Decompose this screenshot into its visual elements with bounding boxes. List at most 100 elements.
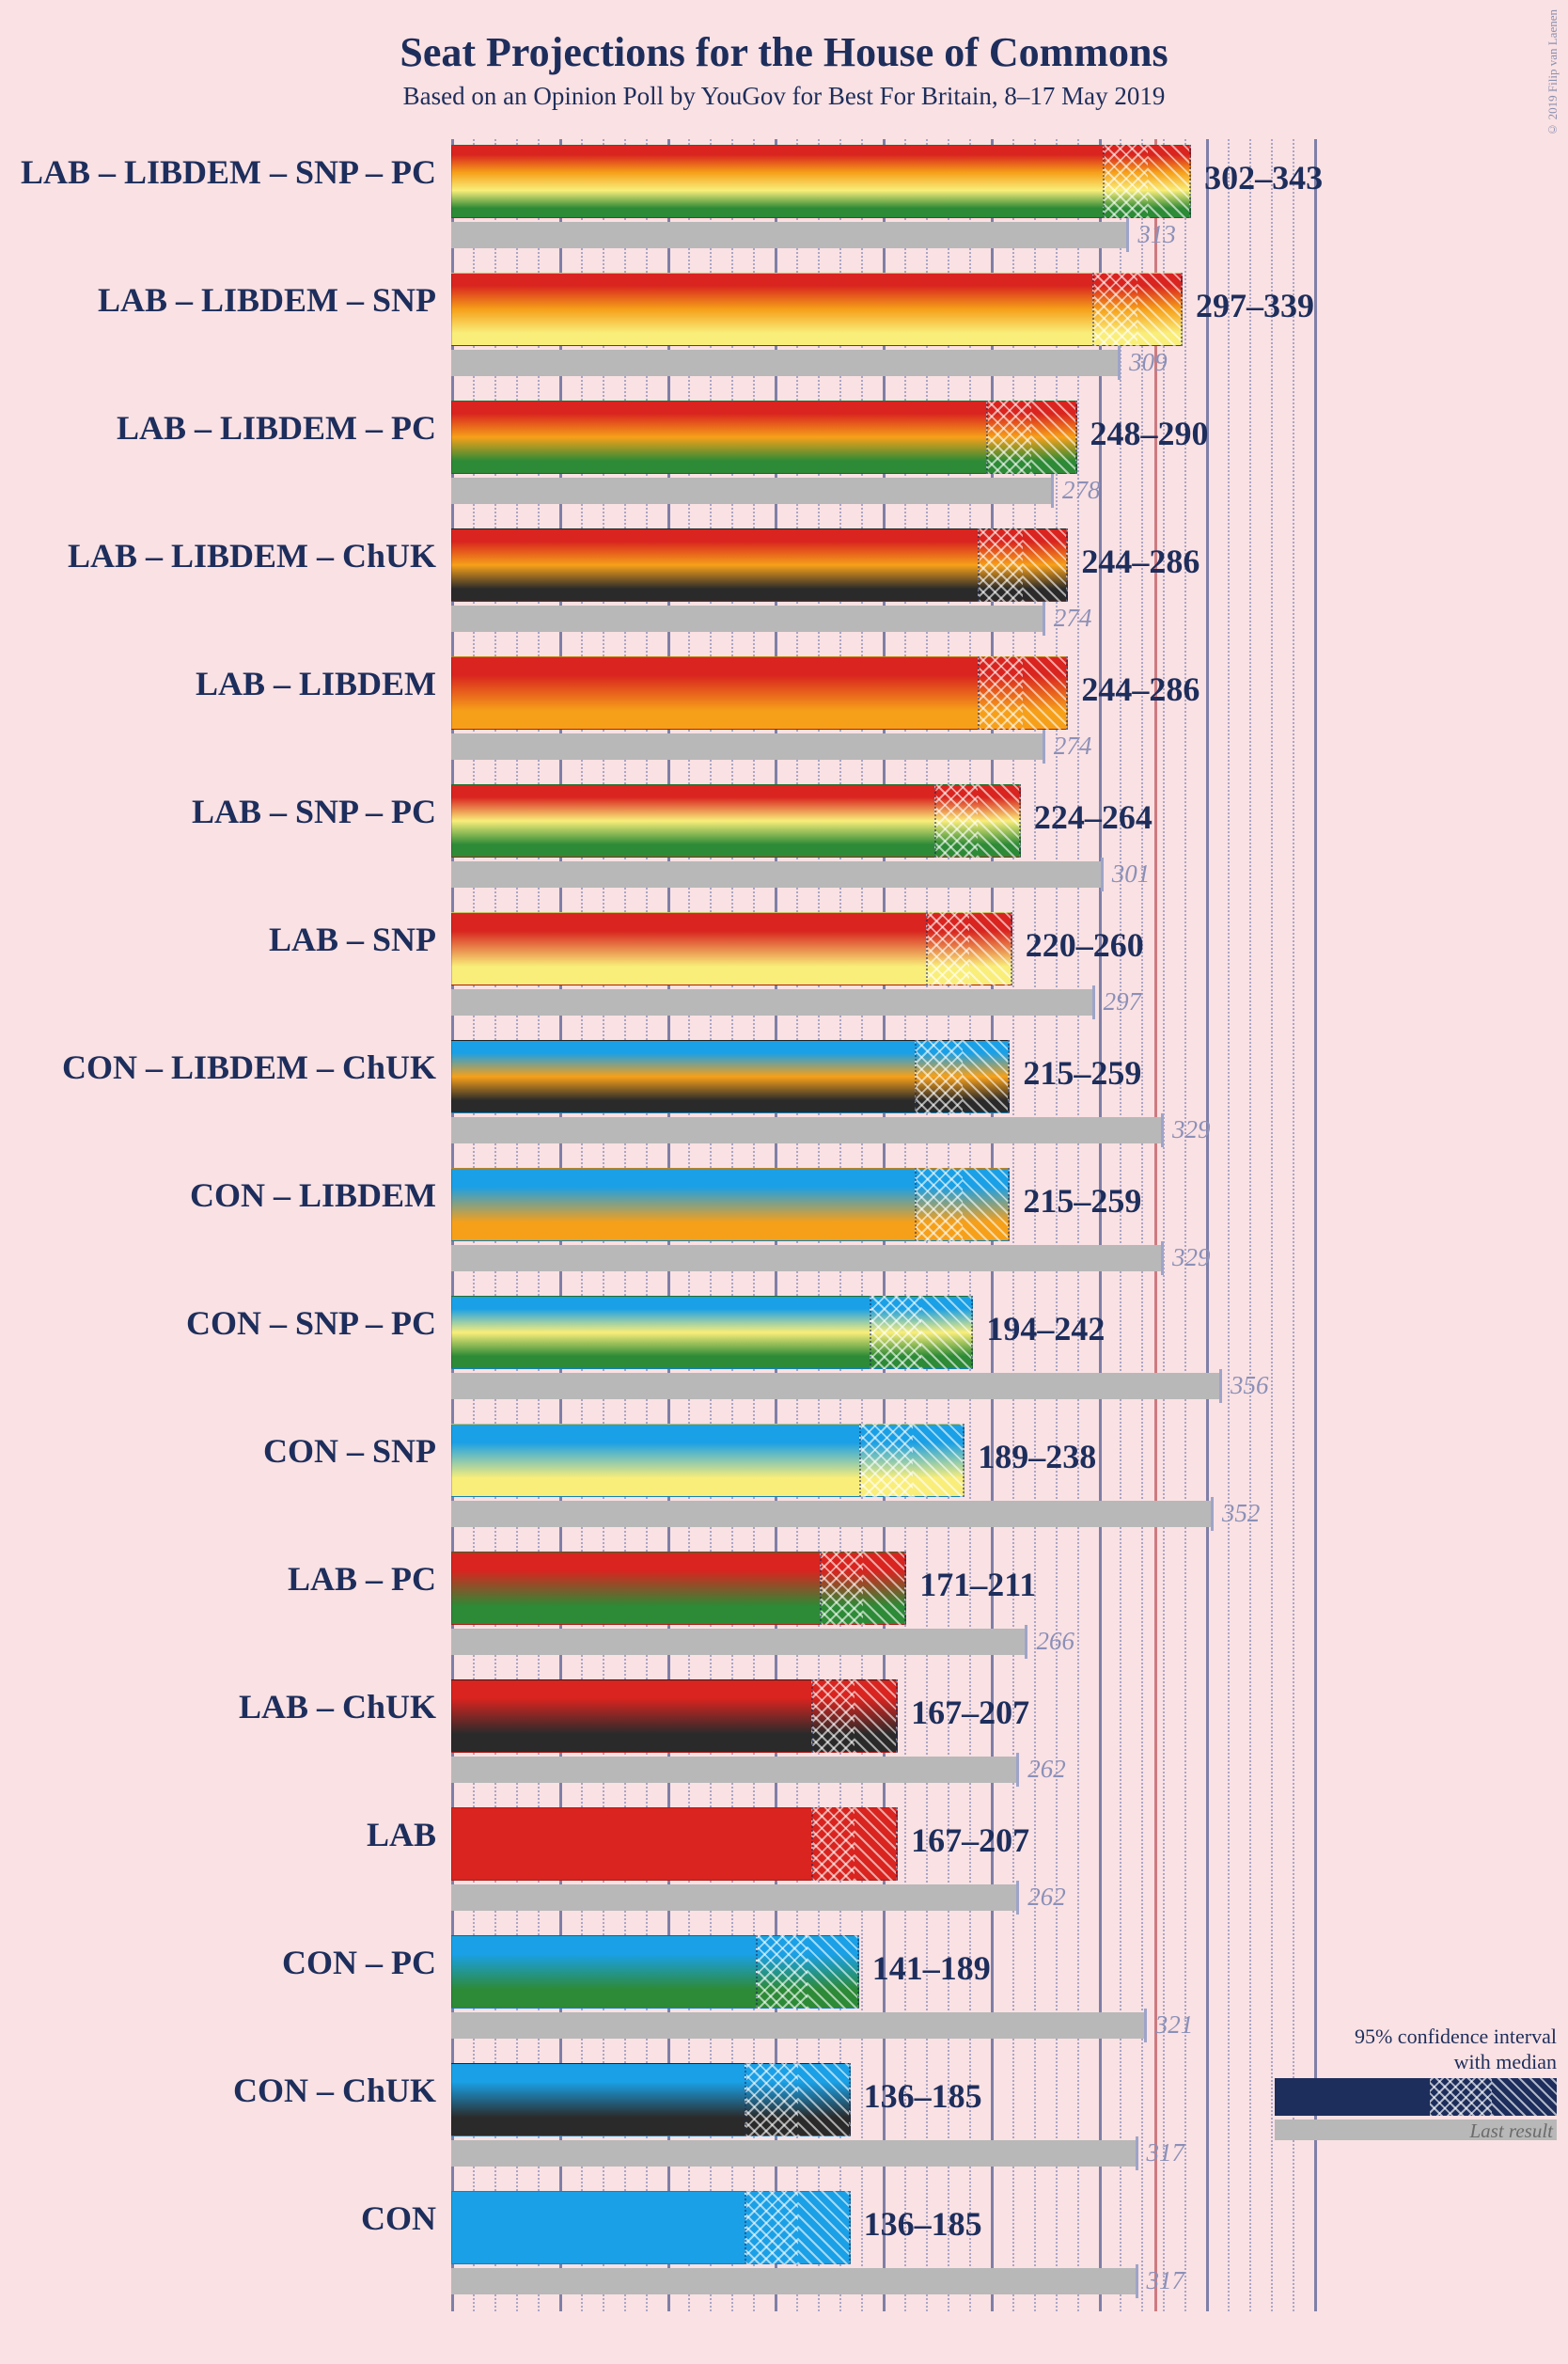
ci-crosshatch — [811, 1679, 855, 1753]
ci-diagonal — [1148, 145, 1191, 218]
range-label: 194–242 — [986, 1309, 1105, 1348]
last-result-bar — [451, 1757, 1016, 1783]
bar-row: CON136–185317 — [451, 2185, 1314, 2313]
row-label: LAB – ChUK — [239, 1687, 436, 1726]
ci-diagonal — [1137, 273, 1183, 346]
row-label: CON – LIBDEM – ChUK — [62, 1048, 436, 1087]
legend-diagonal — [1492, 2078, 1557, 2116]
ci-crosshatch — [926, 912, 969, 985]
bar-row: CON – PC141–189321 — [451, 1930, 1314, 2057]
ci-crosshatch — [986, 401, 1031, 474]
row-label: CON — [361, 2199, 436, 2238]
ci-diagonal — [1023, 656, 1068, 730]
last-result-tick — [1016, 1881, 1019, 1915]
range-label: 171–211 — [919, 1565, 1036, 1604]
last-result-tick — [1161, 1113, 1164, 1147]
ci-diagonal — [978, 784, 1021, 858]
range-label: 244–286 — [1081, 542, 1200, 581]
row-label: LAB – SNP — [269, 920, 436, 959]
last-result-label: 329 — [1172, 1243, 1211, 1272]
last-result-label: 329 — [1172, 1115, 1211, 1144]
ci-diagonal — [963, 1168, 1010, 1241]
bar-row: LAB – LIBDEM – SNP – PC302–343313 — [451, 139, 1314, 267]
last-result-tick — [1043, 730, 1045, 764]
last-result-label: 274 — [1054, 732, 1092, 761]
last-result-bar — [451, 606, 1043, 632]
last-result-tick — [1161, 1241, 1164, 1275]
last-result-label: 278 — [1062, 476, 1101, 505]
last-result-bar — [451, 2268, 1136, 2294]
bar-wrap — [451, 912, 1314, 985]
row-label: LAB – LIBDEM — [196, 664, 436, 703]
range-label: 141–189 — [872, 1948, 991, 1988]
last-result-tick — [1219, 1369, 1222, 1403]
last-result-tick — [1136, 2264, 1138, 2298]
last-result-bar — [451, 350, 1118, 376]
ci-crosshatch — [1092, 273, 1137, 346]
ci-crosshatch — [811, 1807, 855, 1881]
last-result-label: 262 — [1027, 1755, 1066, 1784]
range-label: 189–238 — [978, 1437, 1096, 1476]
row-label: CON – SNP — [263, 1431, 436, 1471]
range-label: 167–207 — [911, 1820, 1029, 1860]
last-result-tick — [1126, 218, 1129, 252]
ci-diagonal — [1031, 401, 1076, 474]
range-label: 136–185 — [864, 2204, 982, 2244]
ci-crosshatch — [870, 1296, 921, 1369]
plot-area: LAB – LIBDEM – SNP – PC302–343313LAB – L… — [451, 139, 1314, 2311]
ci-crosshatch — [820, 1552, 863, 1625]
ci-diagonal — [855, 1807, 898, 1881]
bar-wrap — [451, 1168, 1314, 1241]
bar-row: CON – LIBDEM215–259329 — [451, 1162, 1314, 1290]
legend-last: Last result — [1275, 2120, 1557, 2140]
legend-ci-text: 95% confidence interval with median — [1237, 2025, 1557, 2074]
last-result-label: 352 — [1222, 1499, 1261, 1528]
bar-wrap — [451, 273, 1314, 346]
last-result-bar — [451, 989, 1092, 1016]
row-label: CON – SNP – PC — [186, 1303, 436, 1343]
last-result-bar — [451, 1373, 1219, 1399]
row-label: LAB – PC — [288, 1559, 436, 1599]
coalition-gradient — [451, 145, 1191, 218]
last-result-tick — [1016, 1753, 1019, 1787]
ci-diagonal — [963, 1040, 1010, 1113]
last-result-bar — [451, 1117, 1161, 1143]
last-result-bar — [451, 222, 1126, 248]
bar-wrap — [451, 1807, 1314, 1881]
legend-last-text: Last result — [1470, 2120, 1554, 2143]
last-result-bar — [451, 1884, 1016, 1911]
last-result-tick — [1101, 858, 1104, 891]
last-result-tick — [1211, 1497, 1214, 1531]
last-result-label: 297 — [1104, 987, 1142, 1017]
last-result-bar — [451, 478, 1051, 504]
range-label: 167–207 — [911, 1693, 1029, 1732]
last-result-label: 317 — [1147, 2138, 1185, 2167]
last-result-label: 301 — [1112, 859, 1151, 889]
bar-wrap — [451, 1040, 1314, 1113]
ci-diagonal — [969, 912, 1012, 985]
range-label: 220–260 — [1026, 925, 1144, 965]
ci-crosshatch — [859, 1424, 913, 1497]
last-result-tick — [1051, 474, 1054, 508]
range-label: 215–259 — [1023, 1053, 1141, 1093]
bar-wrap — [451, 784, 1314, 858]
bar-row: CON – SNP189–238352 — [451, 1418, 1314, 1546]
coalition-gradient — [451, 401, 1077, 474]
ci-diagonal — [863, 1552, 906, 1625]
last-result-tick — [1136, 2136, 1138, 2170]
gridline-major — [1314, 139, 1317, 2311]
ci-diagonal — [798, 2063, 850, 2136]
last-result-bar — [451, 1245, 1161, 1271]
ci-crosshatch — [745, 2191, 798, 2264]
bar-row: CON – SNP – PC194–242356 — [451, 1290, 1314, 1418]
last-result-label: 266 — [1036, 1627, 1074, 1656]
ci-crosshatch — [978, 528, 1023, 602]
range-label: 136–185 — [864, 2076, 982, 2116]
ci-crosshatch — [745, 2063, 798, 2136]
ci-crosshatch — [756, 1935, 808, 2009]
row-label: LAB – SNP – PC — [192, 792, 436, 831]
legend-ci-line1: 95% confidence interval — [1355, 2025, 1557, 2048]
legend-crosshatch — [1430, 2078, 1492, 2116]
last-result-label: 313 — [1137, 220, 1176, 249]
row-label: CON – ChUK — [233, 2071, 436, 2110]
